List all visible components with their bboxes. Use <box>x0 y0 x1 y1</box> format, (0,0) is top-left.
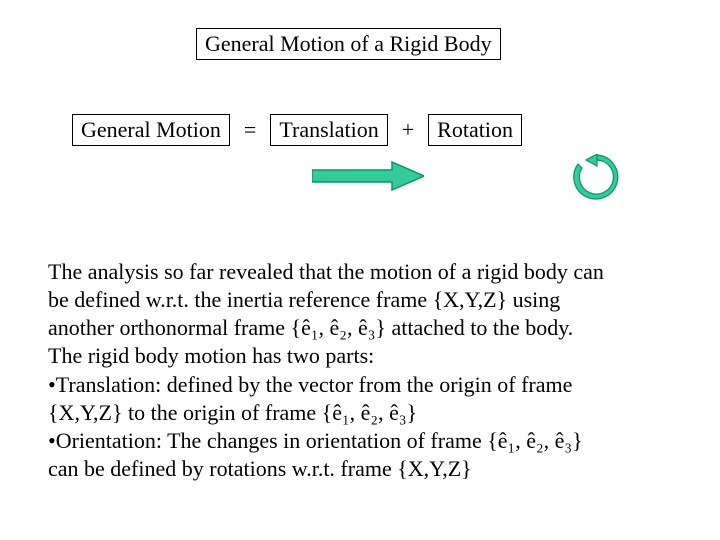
equation-row: General Motion = Translation + Rotation <box>72 114 522 146</box>
basis-2: {ê₁, ê₂, ê₃} <box>322 400 417 425</box>
translation-text: Translation <box>279 117 378 142</box>
line5: •Translation: defined by the vector from… <box>48 372 572 397</box>
translation-arrow-icon <box>312 160 424 198</box>
line8: can be defined by rotations w.r.t. frame… <box>48 456 472 481</box>
line3b: attached to the body. <box>391 315 573 340</box>
plus-sign: + <box>402 117 414 143</box>
line4: The rigid body motion has two parts: <box>48 343 374 368</box>
equals-sign: = <box>244 117 256 143</box>
line7a: •Orientation: The changes in orientation… <box>48 428 487 453</box>
basis-3: {ê₁, ê₂, ê₃} <box>487 428 582 453</box>
line1: The analysis so far revealed that the mo… <box>48 259 604 284</box>
rotation-text: Rotation <box>437 117 513 142</box>
rotation-box: Rotation <box>428 114 522 146</box>
line2: be defined w.r.t. the inertia reference … <box>48 287 560 312</box>
body-text: The analysis so far revealed that the mo… <box>48 258 680 483</box>
lhs-text: General Motion <box>81 117 221 142</box>
line6a: {X,Y,Z} to the origin of frame <box>48 400 322 425</box>
translation-box: Translation <box>270 114 387 146</box>
rotation-arrow-icon <box>572 154 622 206</box>
title-box: General Motion of a Rigid Body <box>196 28 501 60</box>
title-text: General Motion of a Rigid Body <box>205 31 492 56</box>
line3a: another orthonormal frame <box>48 315 291 340</box>
lhs-box: General Motion <box>72 114 230 146</box>
basis-1: {ê₁, ê₂, ê₃} <box>291 315 386 340</box>
